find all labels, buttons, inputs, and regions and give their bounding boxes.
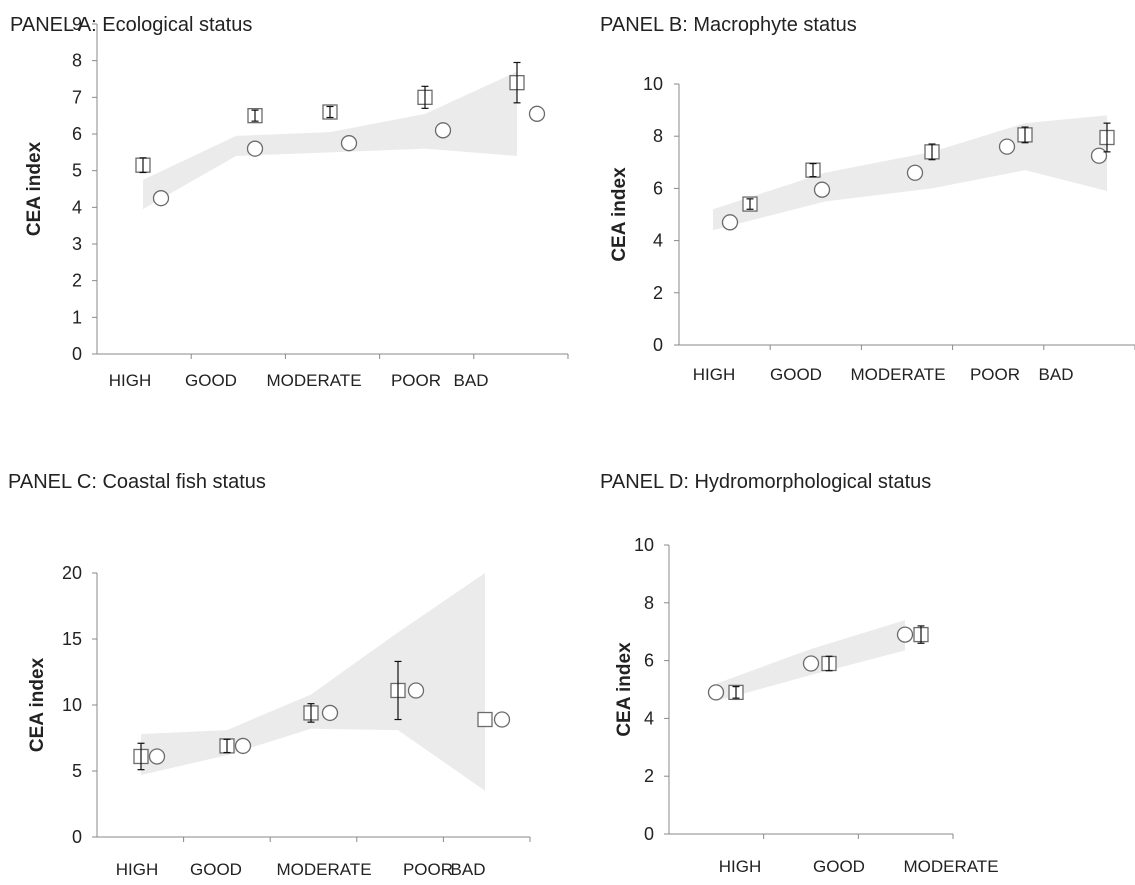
- y-tick-label: 10: [634, 535, 654, 555]
- panel-title: PANEL C: Coastal fish status: [8, 471, 266, 493]
- panel-d: PANEL D: Hydromorphological status 0 2 4 6 8…: [570, 445, 1135, 885]
- y-tick-label: 20: [62, 563, 82, 583]
- x-category-label: BAD: [451, 860, 486, 879]
- y-tick-label: 1: [72, 307, 82, 327]
- circle-point: [998, 138, 1016, 155]
- x-category-label: HIGH: [109, 371, 152, 390]
- x-category-label: HIGH: [693, 365, 736, 384]
- y-tick-label: 8: [72, 51, 82, 71]
- panel-title: PANEL B: Macrophyte status: [600, 14, 857, 36]
- panel-title: PANEL D: Hydromorphological status: [600, 471, 932, 493]
- circle-point: [707, 684, 725, 701]
- x-category-label: POOR: [391, 371, 441, 390]
- panel-title: PANEL A: Ecological status: [10, 14, 253, 36]
- circle-point: [234, 737, 252, 755]
- circle-point: [813, 181, 831, 198]
- circle-point: [906, 164, 924, 181]
- panel-b-chart: 0 2 4 6 8 10 HIGH GOOD MODERATE POOR BAD CEA index: [609, 74, 1135, 384]
- x-category-label: MODERATE: [276, 860, 371, 879]
- circle-point: [152, 190, 170, 207]
- x-category-label: POOR: [403, 860, 453, 879]
- panel-a: PANEL A: Ecological status 0 1 2 3 4 5 6 7 8 9 HIG…: [0, 0, 570, 420]
- y-tick-label: 10: [643, 74, 663, 94]
- y-tick-label: 9: [72, 14, 82, 34]
- x-category-label: GOOD: [770, 365, 822, 384]
- circle-point: [407, 682, 425, 699]
- y-tick-label: 0: [72, 827, 82, 847]
- circle-point: [721, 214, 739, 231]
- y-axis-label: CEA index: [24, 141, 45, 236]
- confidence-band: [143, 71, 517, 210]
- y-tick-label: 0: [644, 824, 654, 844]
- y-tick-label: 15: [62, 629, 82, 649]
- x-category-label: GOOD: [813, 857, 865, 876]
- panel-c: PANEL C: Coastal fish status 0 5 10 15 20 HIG…: [0, 445, 570, 885]
- x-category-label: HIGH: [116, 860, 159, 879]
- x-category-label: BAD: [454, 371, 489, 390]
- panel-a-chart: 0 1 2 3 4 5 6 7 8 9 HIGH GOOD MODERATE POOR BAD CEA ind…: [24, 14, 569, 390]
- y-axis-label: CEA index: [27, 657, 48, 752]
- square-point: [477, 711, 493, 728]
- y-tick-label: 2: [72, 271, 82, 291]
- circle-point: [340, 135, 358, 152]
- circle-point: [148, 748, 166, 765]
- panel-b: PANEL B: Macrophyte status 0 2 4 6 8 10 HIGH GO…: [570, 0, 1135, 420]
- circle-point: [896, 626, 914, 643]
- circle-point: [434, 122, 452, 139]
- confidence-band: [141, 573, 485, 791]
- x-category-label: BAD: [1039, 365, 1074, 384]
- circle-point: [493, 711, 511, 728]
- y-tick-label: 8: [653, 126, 663, 146]
- circle-point: [246, 140, 264, 157]
- x-category-label: MODERATE: [266, 371, 361, 390]
- y-tick-label: 4: [653, 231, 663, 251]
- y-tick-label: 6: [72, 124, 82, 144]
- y-tick-label: 6: [653, 178, 663, 198]
- panel-d-chart: 0 2 4 6 8 10 HIGH GOOD MODERATE CEA index: [614, 535, 999, 876]
- y-tick-label: 4: [644, 708, 654, 728]
- x-category-label: GOOD: [185, 371, 237, 390]
- y-tick-label: 10: [62, 695, 82, 715]
- y-tick-label: 6: [644, 651, 654, 671]
- y-tick-label: 8: [644, 593, 654, 613]
- y-axis-label: CEA index: [609, 167, 630, 262]
- x-category-label: POOR: [970, 365, 1020, 384]
- x-category-label: MODERATE: [903, 857, 998, 876]
- circle-point: [802, 655, 820, 672]
- x-category-label: MODERATE: [850, 365, 945, 384]
- circle-point: [1090, 147, 1108, 164]
- y-tick-label: 0: [653, 335, 663, 355]
- y-tick-label: 5: [72, 761, 82, 781]
- y-tick-label: 4: [72, 197, 82, 217]
- y-tick-label: 5: [72, 161, 82, 181]
- x-category-label: GOOD: [190, 860, 242, 879]
- circle-point: [321, 704, 339, 722]
- y-tick-label: 3: [72, 234, 82, 254]
- circle-point: [528, 105, 546, 122]
- y-tick-label: 0: [72, 344, 82, 364]
- y-tick-label: 2: [644, 766, 654, 786]
- x-category-label: HIGH: [719, 857, 762, 876]
- y-axis-label: CEA index: [614, 642, 635, 737]
- y-tick-label: 7: [72, 87, 82, 107]
- y-tick-label: 2: [653, 283, 663, 303]
